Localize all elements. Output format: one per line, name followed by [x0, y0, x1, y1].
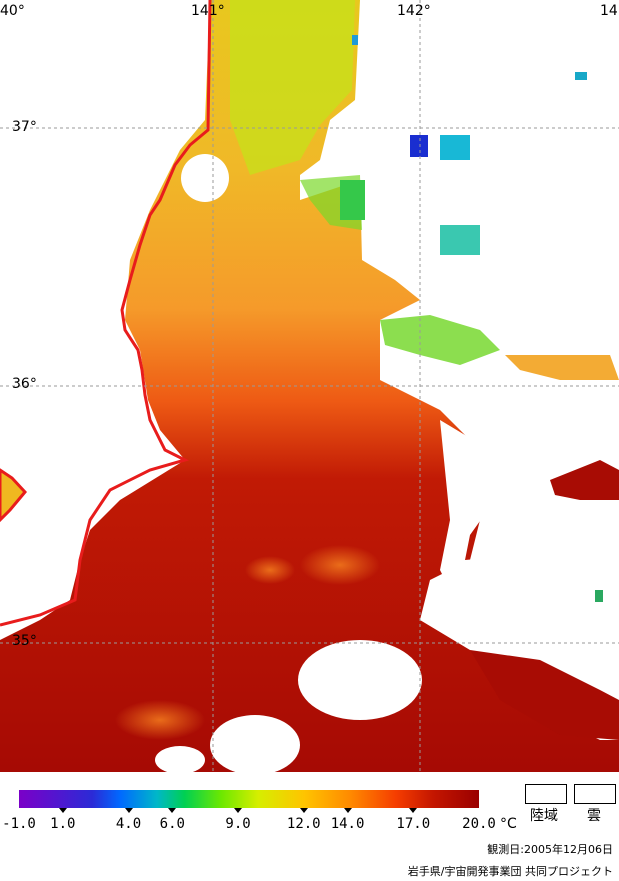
colorbar-tick-label: 4.0 — [115, 816, 142, 832]
latitude-label: 37° — [12, 119, 37, 135]
temperature-colorbar — [19, 790, 479, 808]
cool-water-patch — [380, 315, 500, 365]
colorbar-tick — [409, 808, 418, 813]
map-canvas — [0, 0, 619, 772]
cool-water-patch — [505, 355, 619, 380]
colorbar-tick-label: 17.0 — [396, 816, 431, 832]
sea-region — [0, 0, 619, 772]
cool-water-patch — [230, 0, 355, 175]
colorbar-tick-label: 14.0 — [330, 816, 365, 832]
colorbar-tick-label: 9.0 — [225, 816, 251, 832]
credit-line: 岩手県/宇宙開発事業団 共同プロジェクト — [407, 865, 613, 878]
longitude-label: 142° — [397, 3, 431, 19]
colorbar-tick-label: -1.0 — [2, 816, 36, 832]
speck — [410, 135, 428, 157]
latitude-label: 36° — [12, 376, 37, 392]
graticule — [0, 0, 619, 772]
cloud-mask — [440, 420, 619, 640]
speck — [595, 590, 603, 602]
colorbar-tick-label: 20.0 — [462, 816, 496, 832]
colorbar-tick — [58, 808, 67, 813]
legend: -1.0 1.0 4.0 6.0 9.0 12.0 14.0 17.0 20.0 °C 陸域 雲… — [0, 772, 619, 881]
warm-eddy — [245, 556, 295, 584]
speck — [440, 225, 480, 255]
warm-eddy — [300, 545, 380, 585]
colorbar-tick — [343, 808, 352, 813]
cloud-mask — [155, 746, 205, 772]
speck — [440, 135, 470, 160]
colorbar-tick — [124, 808, 133, 813]
colorbar-tick-label: 12.0 — [286, 816, 321, 832]
observation-date: 観測日:2005年12月06日 — [487, 843, 613, 856]
land-key-box — [525, 784, 567, 804]
cloud-key-label: 雲 — [587, 808, 601, 824]
speck — [575, 72, 587, 80]
cloud-mask — [298, 640, 422, 720]
sea-surface-temperature-map: 40° 141° 142° 14 37° 36° 35° — [0, 0, 619, 772]
longitude-label: 40° — [0, 3, 25, 19]
longitude-label: 14 — [600, 3, 618, 19]
speck — [340, 180, 365, 220]
cloud-key-box — [574, 784, 616, 804]
cloud-mask — [210, 715, 300, 772]
colorbar-tick-label: 1.0 — [50, 816, 76, 832]
colorbar-tick — [234, 808, 243, 813]
warm-fragment — [550, 460, 619, 500]
land-key-label: 陸域 — [530, 808, 558, 824]
warm-eddy — [115, 700, 205, 740]
colorbar-tick-label: 6.0 — [159, 816, 185, 832]
cloud-mask — [181, 154, 229, 202]
longitude-label: 141° — [191, 3, 225, 19]
land-fragment — [0, 468, 27, 523]
unit-label: °C — [500, 816, 517, 832]
warm-fragment — [470, 650, 619, 740]
colorbar-tick — [299, 808, 308, 813]
speck — [352, 35, 358, 45]
latitude-label: 35° — [12, 633, 37, 649]
coastline — [0, 0, 212, 627]
colorbar-tick — [168, 808, 177, 813]
